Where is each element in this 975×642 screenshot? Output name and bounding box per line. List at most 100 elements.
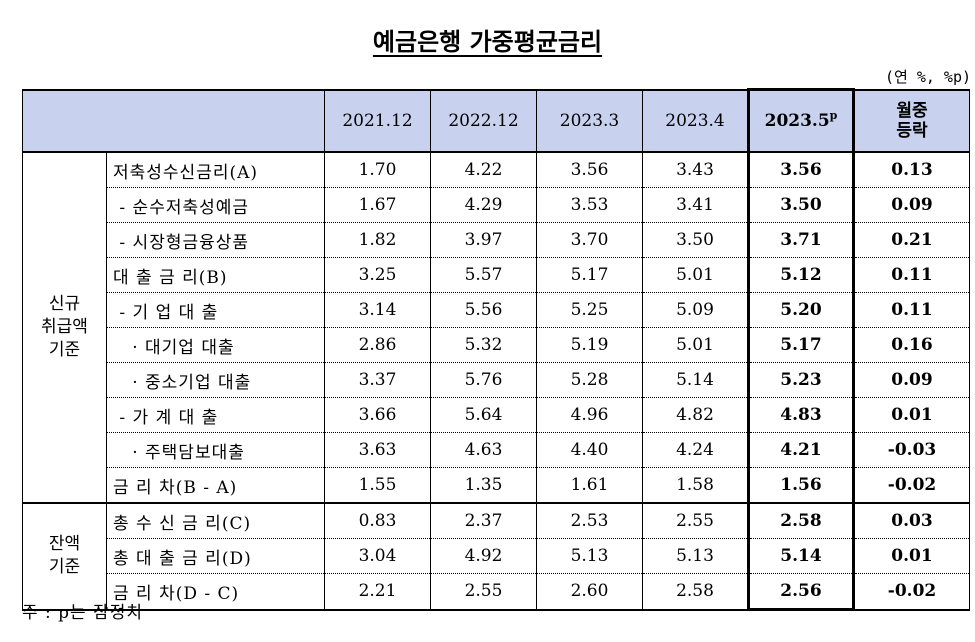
cell-value: 4.40 <box>536 432 643 468</box>
cell-value: 5.01 <box>642 327 749 363</box>
cell-value: 5.76 <box>430 362 537 398</box>
group-label: 신규 취급액 기준 <box>22 152 107 504</box>
cell-value: 3.25 <box>324 257 431 293</box>
cell-value: 4.63 <box>430 432 537 468</box>
table-row: - 가 계 대 출 3.66 5.64 4.96 4.82 4.83 0.01 <box>23 397 970 433</box>
col-header-label: 2021.12 <box>342 110 413 131</box>
cell-value-highlighted: 3.50 <box>747 187 855 223</box>
cell-value: 4.29 <box>430 187 537 223</box>
cell-value: 4.82 <box>642 397 749 433</box>
cell-value: 0.83 <box>324 503 431 539</box>
cell-value: 3.04 <box>324 538 431 574</box>
cell-value-highlighted: 4.21 <box>747 432 855 468</box>
col-header-label: 2023.3 <box>559 110 620 131</box>
cell-value: 2.53 <box>536 503 643 539</box>
cell-value: 5.57 <box>430 257 537 293</box>
cell-value: 5.13 <box>642 538 749 574</box>
change-header-line: 월중 <box>896 100 928 121</box>
row-label: · 대기업 대출 <box>106 327 325 363</box>
header-row: 2021.12 2022.12 2023.3 2023.4 2023.5p 월중… <box>22 88 970 153</box>
cell-value-highlighted: 3.71 <box>747 222 855 258</box>
cell-value: 5.14 <box>642 362 749 398</box>
table-row: 잔액 기준 총 수 신 금 리(C) 0.83 2.37 2.53 2.55 2.58 0.03 <box>22 503 970 611</box>
cell-value: 3.53 <box>536 187 643 223</box>
cell-value-change: -0.02 <box>853 467 970 504</box>
row-label: 금 리 차(D - C) <box>106 573 325 611</box>
row-label: 금 리 차(B - A) <box>106 467 325 504</box>
cell-value-highlighted: 5.14 <box>747 538 855 574</box>
table-row: - 기 업 대 출 3.14 5.56 5.25 5.09 5.20 0.11 <box>23 292 970 328</box>
cell-value: 4.96 <box>536 397 643 433</box>
row-label: - 시장형금융상품 <box>106 222 325 258</box>
row-label: · 중소기업 대출 <box>106 362 325 398</box>
cell-value: 3.43 <box>642 152 749 188</box>
cell-value: 5.13 <box>536 538 643 574</box>
cell-value-highlighted: 2.58 <box>747 503 855 539</box>
cell-value-highlighted: 3.56 <box>747 152 855 188</box>
cell-value: 1.58 <box>642 467 749 504</box>
cell-value-highlighted: 4.83 <box>747 397 855 433</box>
cell-value-highlighted: 2.56 <box>747 573 855 611</box>
page-title: 예금은행 가중평균금리 <box>372 28 603 56</box>
row-label: 저축성수신금리(A) <box>106 152 325 188</box>
row-label: · 주택담보대출 <box>106 432 325 468</box>
table-row: 대 출 금 리(B) 3.25 5.57 5.17 5.01 5.12 0.11 <box>23 257 970 293</box>
row-label: 총 대 출 금 리(D) <box>106 538 325 574</box>
table-row: · 대기업 대출 2.86 5.32 5.19 5.01 5.17 0.16 <box>23 327 970 363</box>
cell-value: 3.37 <box>324 362 431 398</box>
cell-value-change: 0.09 <box>853 362 970 398</box>
cell-value-change: 0.03 <box>853 503 970 539</box>
group-label-line: 잔액 <box>48 534 81 555</box>
cell-value: 2.55 <box>642 503 749 539</box>
cell-value-change: -0.02 <box>853 573 970 611</box>
cell-value: 5.01 <box>642 257 749 293</box>
footnote: 주 : p는 잠정치 <box>22 603 144 623</box>
cell-value: 3.56 <box>536 152 643 188</box>
cell-value-change: 0.16 <box>853 327 970 363</box>
cell-value: 3.66 <box>324 397 431 433</box>
cell-value: 5.32 <box>430 327 537 363</box>
cell-value: 5.28 <box>536 362 643 398</box>
cell-value: 5.09 <box>642 292 749 328</box>
col-header-highlighted: 2023.5p <box>747 88 855 153</box>
cell-value-change: 0.01 <box>853 397 970 433</box>
col-header: 2021.12 <box>324 88 431 153</box>
group-label-line: 취급액 <box>41 317 88 337</box>
cell-value-change: 0.11 <box>853 292 970 328</box>
cell-value: 5.56 <box>430 292 537 328</box>
cell-value-highlighted: 5.23 <box>747 362 855 398</box>
cell-value: 2.55 <box>430 573 537 611</box>
col-header: 2022.12 <box>430 88 537 153</box>
change-header-line: 등락 <box>896 120 928 141</box>
cell-value: 5.19 <box>536 327 643 363</box>
table-row: 금 리 차(B - A) 1.55 1.35 1.61 1.58 1.56 -0.02 <box>23 467 970 504</box>
table-row: 금 리 차(D - C) 2.21 2.55 2.60 2.58 2.56 -0.02 <box>23 573 970 611</box>
group-label-line: 신규 <box>48 294 81 314</box>
col-header: 2023.4 <box>642 88 749 153</box>
cell-value: 1.70 <box>324 152 431 188</box>
cell-value: 5.17 <box>536 257 643 293</box>
cell-value-highlighted: 5.17 <box>747 327 855 363</box>
group-label-line: 기준 <box>48 557 81 578</box>
table-row: 신규 취급액 기준 저축성수신금리(A) 1.70 4.22 3.56 3.43 3.56 0.1… <box>22 152 970 504</box>
cell-value-highlighted: 5.12 <box>747 257 855 293</box>
cell-value: 3.63 <box>324 432 431 468</box>
cell-value: 5.25 <box>536 292 643 328</box>
cell-value-highlighted: 5.20 <box>747 292 855 328</box>
cell-value-change: 0.09 <box>853 187 970 223</box>
cell-value: 3.70 <box>536 222 643 258</box>
interest-rate-table: 2021.12 2022.12 2023.3 2023.4 2023.5p 월중… <box>22 88 970 611</box>
col-header-change: 월중 등락 <box>853 88 970 153</box>
cell-value: 2.21 <box>324 573 431 611</box>
cell-value: 1.82 <box>324 222 431 258</box>
cell-value-change: -0.03 <box>853 432 970 468</box>
cell-value-change: 0.13 <box>853 152 970 188</box>
cell-value-change: 0.21 <box>853 222 970 258</box>
cell-value-change: 0.11 <box>853 257 970 293</box>
unit-label: (연 %, %p) <box>884 68 971 86</box>
cell-value: 1.55 <box>324 467 431 504</box>
table-row: · 중소기업 대출 3.37 5.76 5.28 5.14 5.23 0.09 <box>23 362 970 398</box>
table-row: 총 대 출 금 리(D) 3.04 4.92 5.13 5.13 5.14 0.01 <box>23 538 970 574</box>
table-row: - 시장형금융상품 1.82 3.97 3.70 3.50 3.71 0.21 <box>23 222 970 258</box>
cell-value: 4.22 <box>430 152 537 188</box>
